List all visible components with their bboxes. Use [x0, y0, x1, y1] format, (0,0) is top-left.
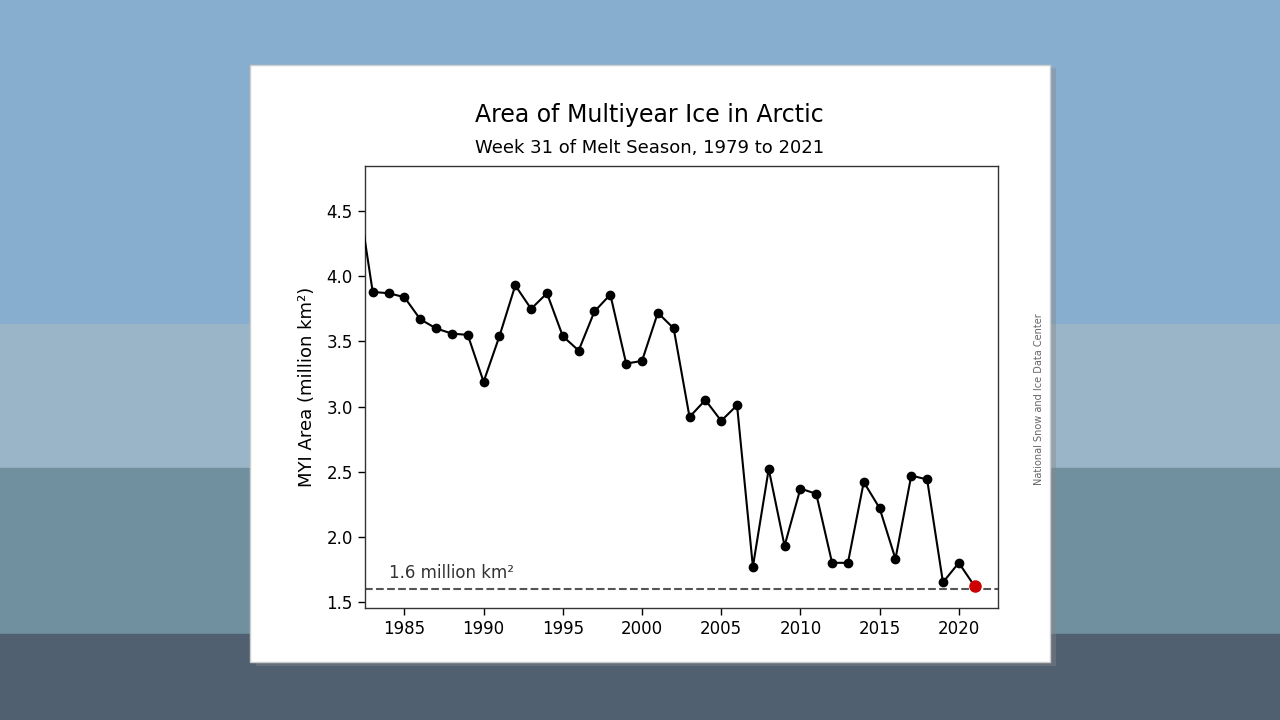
Bar	[0, 634, 1280, 720]
Text: 1.6 million km²: 1.6 million km²	[389, 564, 513, 582]
Bar	[0, 324, 1280, 468]
Text: Week 31 of Melt Season, 1979 to 2021: Week 31 of Melt Season, 1979 to 2021	[475, 138, 824, 157]
Bar	[0, 468, 1280, 634]
Bar	[0, 0, 1280, 324]
Text: National Snow and Ice Data Center: National Snow and Ice Data Center	[1034, 314, 1044, 485]
Y-axis label: MYI Area (million km²): MYI Area (million km²)	[297, 287, 315, 487]
Text: Area of Multiyear Ice in Arctic: Area of Multiyear Ice in Arctic	[475, 103, 824, 127]
